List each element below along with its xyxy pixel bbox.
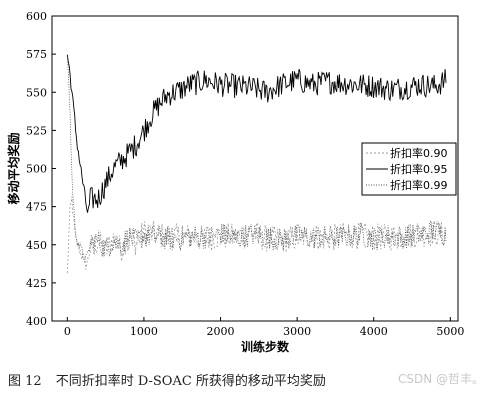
series-line-3: [66, 56, 447, 264]
y-tick-label-2: 425: [26, 277, 47, 290]
watermark: CSDN @哲丰。: [397, 372, 484, 386]
legend-label-2: 折扣率0.95: [390, 162, 448, 176]
x-tick-label-1: 0: [64, 325, 71, 338]
x-axis-label: 训练步数: [241, 339, 290, 354]
legend: 折扣率0.90 折扣率0.95 折扣率0.99: [361, 142, 457, 196]
y-tick-label-1: 400: [26, 315, 47, 328]
x-tick-label-2: 1000: [130, 325, 158, 338]
series-layer: [66, 54, 447, 274]
x-tick-label-5: 4000: [360, 325, 388, 338]
y-tick-label-7: 550: [26, 86, 47, 99]
y-tick-label-9: 600: [26, 10, 47, 23]
x-tick-label-3: 2000: [207, 325, 235, 338]
y-tick-label-8: 575: [26, 48, 47, 61]
figure-caption-text: 不同折扣率时 D-SOAC 所获得的移动平均奖励: [55, 374, 326, 389]
figure-caption: 图 12 不同折扣率时 D-SOAC 所获得的移动平均奖励: [8, 370, 488, 389]
figure-number: 图 12: [8, 374, 42, 389]
axes: 0 1000 2000 3000 4000 5000 400 425 450 475 500 525 5…: [6, 10, 464, 354]
legend-label-3: 折扣率0.99: [390, 178, 448, 192]
line-chart: 0 1000 2000 3000 4000 5000 400 425 450 475 500 525 5…: [6, 10, 464, 354]
series-line-2: [66, 54, 447, 213]
y-tick-label-3: 450: [26, 239, 47, 252]
legend-label-1: 折扣率0.90: [390, 146, 448, 160]
x-tick-label-6: 5000: [436, 325, 464, 338]
y-tick-label-5: 500: [26, 163, 47, 176]
y-tick-label-6: 525: [26, 124, 47, 137]
y-axis-label: 移动平均奖励: [6, 132, 21, 204]
y-tick-label-4: 475: [26, 201, 47, 214]
x-tick-label-4: 3000: [283, 325, 311, 338]
